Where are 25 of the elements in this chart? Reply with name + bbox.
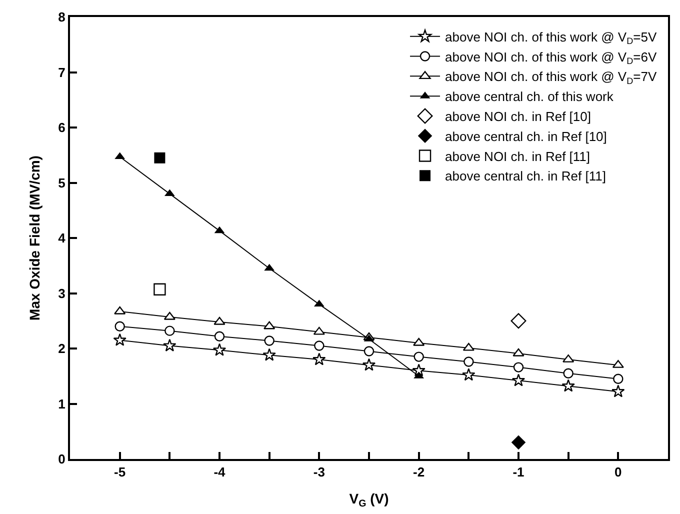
legend-label: above central ch. in Ref [10]	[445, 128, 607, 144]
y-tick-label: 6	[58, 120, 66, 136]
legend-label: above NOI ch. in Ref [11]	[445, 148, 590, 164]
y-tick-label: 2	[58, 341, 66, 356]
legend-label: above central ch. of this work	[445, 89, 614, 104]
legend-label: above central ch. in Ref [11]	[445, 168, 606, 184]
y-tick-label: 5	[58, 175, 66, 190]
y-tick-label: 1	[58, 396, 66, 412]
legend-label: above NOI ch. of this work @ V$_{D}$=6V	[445, 49, 657, 66]
x-axis-title: V$_{G}$ (V)	[349, 490, 389, 510]
x-tick-label: -5	[114, 464, 126, 480]
legend-label: above NOI ch. of this work @ V$_{D}$=5V	[445, 29, 657, 46]
x-tick-label: -1	[512, 464, 524, 480]
x-tick-label: 0	[614, 464, 622, 480]
y-tick-label: 8	[58, 10, 66, 25]
x-tick-label: -2	[413, 464, 425, 480]
y-axis-title: Max Oxide Field (MV/cm)	[26, 156, 42, 320]
legend-label: above NOI ch. in Ref [10]	[445, 109, 591, 124]
legend-label: above NOI ch. of this work @ V$_{D}$=7V	[445, 69, 657, 86]
x-tick-label: -4	[214, 464, 226, 480]
y-tick-label: 0	[58, 452, 66, 467]
x-tick-label: -3	[313, 464, 325, 480]
y-tick-label: 3	[58, 286, 66, 301]
y-tick-label: 4	[58, 230, 66, 246]
y-tick-label: 7	[58, 64, 66, 80]
